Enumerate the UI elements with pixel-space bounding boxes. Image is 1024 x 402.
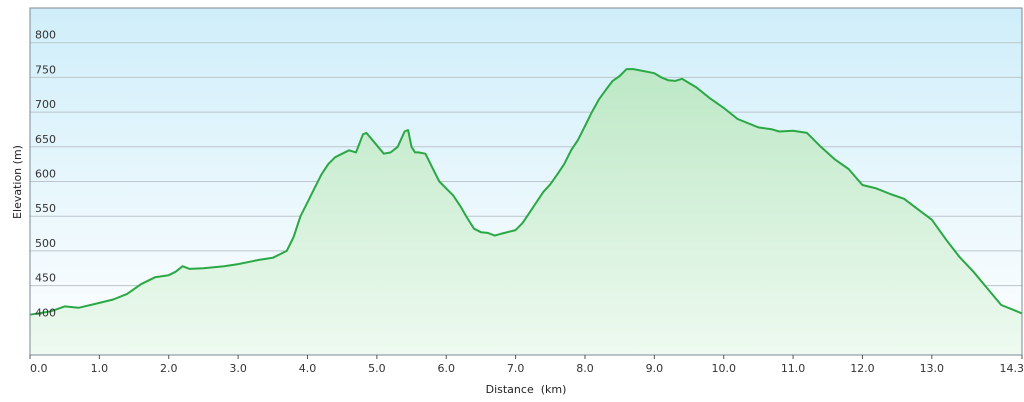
y-tick-label: 650 — [35, 133, 56, 146]
y-tick-label: 750 — [35, 63, 56, 76]
x-axis-label: Distance (km) — [486, 383, 567, 396]
y-axis-ticks: 400 450 500 550 600 650 700 750 800 — [35, 29, 56, 320]
x-tick-label: 2.0 — [160, 362, 178, 375]
x-tick-label: 9.0 — [646, 362, 664, 375]
x-tick-label: 12.0 — [850, 362, 875, 375]
elevation-area — [30, 69, 1022, 355]
x-tick-label: 7.0 — [507, 362, 525, 375]
x-tick-label: 11.0 — [781, 362, 806, 375]
y-tick-label: 800 — [35, 29, 56, 42]
y-axis-label: Elevation (m) — [11, 145, 24, 219]
y-tick-label: 500 — [35, 237, 56, 250]
x-tick-label: 14.3 — [1000, 362, 1024, 375]
y-tick-label: 450 — [35, 272, 56, 285]
plot-frame — [29, 7, 1023, 356]
x-tick-label: 4.0 — [299, 362, 317, 375]
elevation-line — [29, 68, 1023, 316]
x-tick-label: 13.0 — [920, 362, 945, 375]
x-axis-ticks: 0.0 1.0 2.0 3.0 4.0 5.0 6.0 7.0 8.0 9.0 10.0 11.0 12… — [29, 355, 1024, 375]
x-tick-label: 1.0 — [91, 362, 109, 375]
y-tick-label: 400 — [35, 306, 56, 319]
y-tick-label: 700 — [35, 98, 56, 111]
x-tick-label: 8.0 — [576, 362, 594, 375]
x-tick-label: 5.0 — [368, 362, 386, 375]
y-tick-label: 600 — [35, 168, 56, 181]
x-tick-label: 6.0 — [437, 362, 455, 375]
x-tick-label: 10.0 — [711, 362, 736, 375]
x-tick-label: 0.0 — [30, 362, 48, 375]
x-tick-label: 3.0 — [229, 362, 247, 375]
y-tick-label: 550 — [35, 202, 56, 215]
